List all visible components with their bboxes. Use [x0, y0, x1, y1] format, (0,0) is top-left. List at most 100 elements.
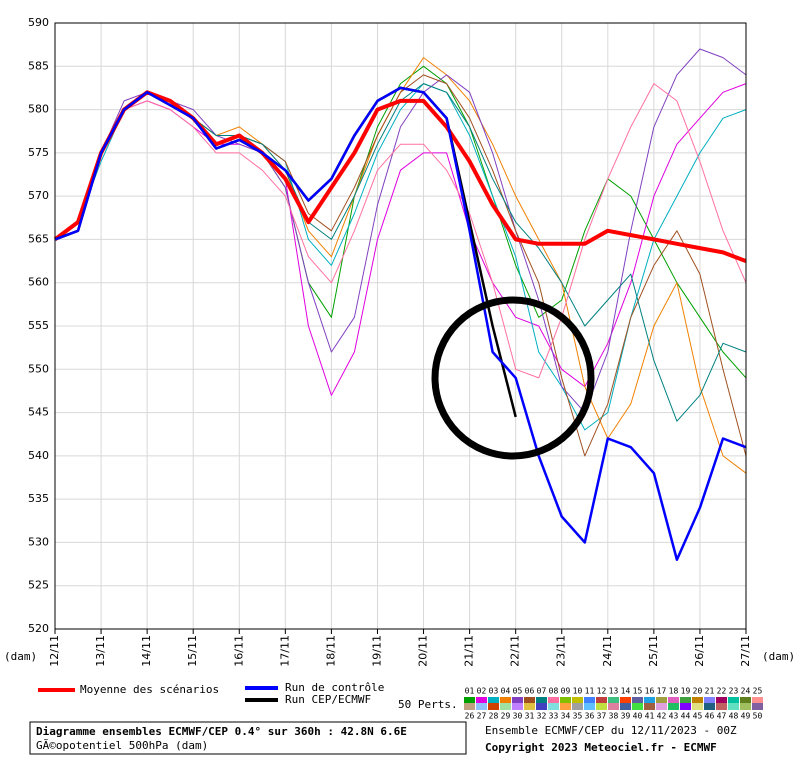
legend-label: 24 [741, 687, 751, 696]
x-tick-label: 16/11 [232, 635, 245, 667]
member-line [54, 74, 747, 457]
legend-swatch [620, 697, 631, 704]
member-line [54, 83, 747, 379]
legend-swatch [680, 697, 691, 704]
legend-label: 35 [573, 712, 583, 721]
y-tick-label: 565 [28, 232, 49, 245]
legend-label: 04 [501, 687, 511, 696]
legend-label: 40 [633, 712, 643, 721]
legend-label: 47 [717, 712, 727, 721]
x-tick-label: 18/11 [324, 635, 337, 667]
x-tick-label: 22/11 [509, 635, 522, 667]
legend-label: 19 [681, 687, 691, 696]
members-label: 50 Perts. [398, 698, 458, 711]
y-tick-label: 560 [28, 276, 49, 289]
legend-label: Run de contrôle [285, 681, 384, 694]
legend-label: 23 [729, 687, 739, 696]
x-tick-label: 19/11 [370, 635, 383, 667]
legend-label: 43 [669, 712, 679, 721]
legend-swatch [752, 703, 763, 710]
y-tick-label: 520 [28, 622, 49, 635]
legend-label: 14 [621, 687, 631, 696]
legend-swatch [464, 703, 475, 710]
legend-swatch [596, 697, 607, 704]
legend-label: 07 [537, 687, 547, 696]
legend-label: 01 [465, 687, 475, 696]
y-tick-label: 555 [28, 319, 49, 332]
member-line [54, 83, 747, 431]
x-tick-label: 24/11 [601, 635, 614, 667]
legend-swatch [704, 703, 715, 710]
legend-label: Moyenne des scénarios [80, 683, 219, 696]
legend-label: 10 [573, 687, 583, 696]
legend-label: 48 [729, 712, 739, 721]
y-tick-label: 590 [28, 16, 49, 29]
member-line [54, 57, 747, 474]
legend-label: 38 [609, 712, 619, 721]
y-tick-label: 535 [28, 492, 49, 505]
legend-swatch [560, 697, 571, 704]
legend-swatch [512, 703, 523, 710]
legend-swatch [464, 697, 475, 704]
x-unit-right: (dam) [762, 650, 795, 663]
x-tick-label: 25/11 [647, 635, 660, 667]
legend-label: 41 [645, 712, 655, 721]
legend-swatch [632, 697, 643, 704]
copyright: Copyright 2023 Meteociel.fr - ECMWF [485, 741, 717, 754]
legend-swatch [500, 703, 511, 710]
legend-swatch [560, 703, 571, 710]
legend-label: 08 [549, 687, 559, 696]
legend-label: 37 [597, 712, 607, 721]
legend-swatch [644, 697, 655, 704]
legend-swatch [524, 703, 535, 710]
legend-swatch [488, 697, 499, 704]
legend-swatch [668, 697, 679, 704]
series-line [53, 90, 747, 263]
legend-label: 09 [561, 687, 571, 696]
legend-swatch [692, 703, 703, 710]
y-tick-label: 545 [28, 406, 49, 419]
x-tick-label: 23/11 [555, 635, 568, 667]
legend-label: Run CEP/ECMWF [285, 693, 371, 706]
legend-label: 15 [633, 687, 643, 696]
legend-label: 21 [705, 687, 715, 696]
legend-label: 27 [477, 712, 487, 721]
x-tick-label: 26/11 [693, 635, 706, 667]
legend-swatch [620, 703, 631, 710]
legend-label: 32 [537, 712, 547, 721]
legend-label: 29 [501, 712, 511, 721]
legend-swatch [512, 697, 523, 704]
legend-label: 05 [513, 687, 523, 696]
legend-swatch [548, 697, 559, 704]
footer-subtitle: GÃ©opotentiel 500hPa (dam) [36, 739, 208, 752]
legend-swatch [656, 703, 667, 710]
legend-label: 33 [549, 712, 559, 721]
y-tick-label: 525 [28, 579, 49, 592]
legend-label: 49 [741, 712, 751, 721]
footer-box [29, 721, 467, 755]
legend-label: 22 [717, 687, 727, 696]
y-tick-label: 530 [28, 535, 49, 548]
legend-swatch [500, 697, 511, 704]
legend-label: 16 [645, 687, 655, 696]
legend-swatch [596, 703, 607, 710]
legend-label: 44 [681, 712, 691, 721]
legend-swatch [692, 697, 703, 704]
legend-swatch [716, 697, 727, 704]
legend-swatch [644, 703, 655, 710]
annotation-circle [431, 296, 595, 460]
legend-swatch [572, 697, 583, 704]
legend-label: 02 [477, 687, 487, 696]
legend-label: 11 [585, 687, 595, 696]
legend-swatch [716, 703, 727, 710]
x-tick-label: 17/11 [278, 635, 291, 667]
legend-label: 06 [525, 687, 535, 696]
legend-swatch [476, 703, 487, 710]
legend-swatch [728, 703, 739, 710]
lines [53, 48, 747, 561]
legend-swatch [740, 703, 751, 710]
y-tick-label: 540 [28, 449, 49, 462]
y-tick-label: 550 [28, 362, 49, 375]
run-info: Ensemble ECMWF/CEP du 12/11/2023 - 00Z [485, 724, 737, 737]
